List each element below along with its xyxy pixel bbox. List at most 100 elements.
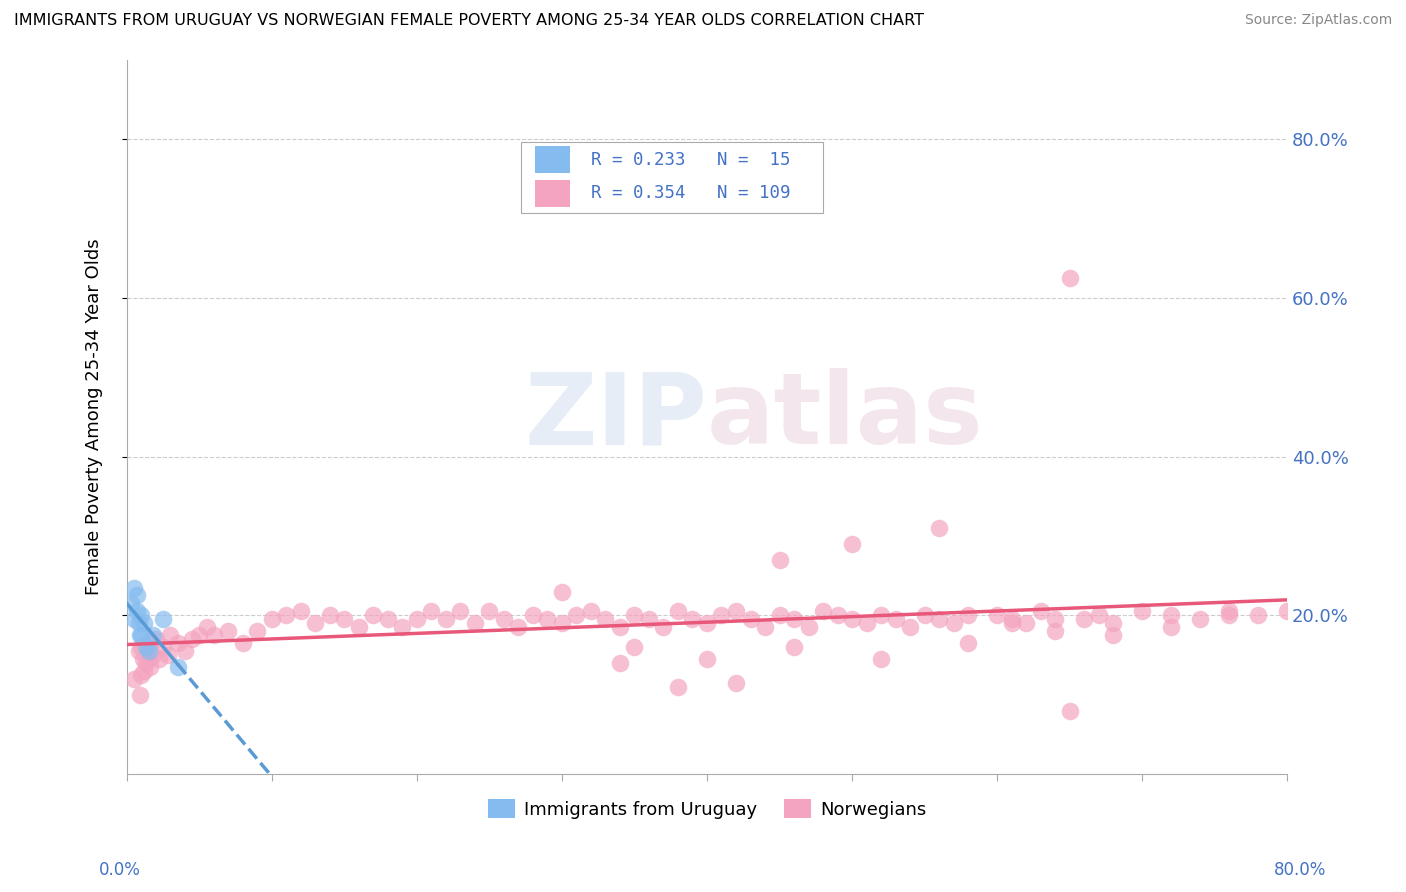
Point: [595, 612, 617, 626]
Point: [768, 608, 790, 623]
Point: [740, 612, 762, 626]
Point: [290, 604, 312, 618]
Point: [623, 608, 645, 623]
Point: [1305, 612, 1327, 626]
Point: [1073, 612, 1095, 626]
Point: [1275, 604, 1298, 618]
Point: [246, 624, 269, 639]
Point: [841, 612, 863, 626]
Point: [957, 636, 980, 650]
Point: [957, 608, 980, 623]
Point: [166, 660, 188, 674]
Point: [1000, 612, 1022, 626]
Point: [986, 608, 1008, 623]
Text: R = 0.354   N = 109: R = 0.354 N = 109: [591, 185, 790, 202]
Point: [122, 672, 145, 686]
Point: [855, 616, 877, 631]
Point: [1218, 608, 1240, 623]
Point: [129, 628, 152, 642]
Point: [134, 664, 156, 678]
Point: [638, 612, 661, 626]
Point: [363, 608, 385, 623]
Point: [128, 644, 150, 658]
Text: ZIP: ZIP: [524, 368, 707, 466]
Point: [333, 612, 356, 626]
Point: [217, 624, 239, 639]
Point: [797, 620, 820, 634]
Point: [827, 608, 849, 623]
Point: [142, 648, 165, 662]
Point: [783, 612, 806, 626]
Point: [623, 640, 645, 654]
Point: [1102, 628, 1125, 642]
Point: [1000, 616, 1022, 631]
Point: [131, 668, 153, 682]
Point: [492, 612, 515, 626]
Point: [942, 616, 965, 631]
Point: [122, 581, 145, 595]
Point: [276, 608, 298, 623]
Point: [565, 608, 588, 623]
Point: [1087, 608, 1109, 623]
Point: [870, 608, 893, 623]
Point: [260, 612, 283, 626]
Point: [128, 616, 150, 631]
Point: [174, 644, 197, 658]
Point: [1043, 624, 1066, 639]
Point: [449, 604, 471, 618]
Point: [142, 628, 165, 642]
Point: [609, 656, 631, 670]
Point: [420, 604, 443, 618]
Point: [139, 660, 162, 674]
Point: [870, 652, 893, 666]
Bar: [536, 179, 569, 207]
Point: [131, 608, 153, 623]
Point: [1029, 604, 1052, 618]
Point: [145, 632, 167, 647]
Point: [1015, 616, 1038, 631]
Point: [159, 628, 181, 642]
Point: [131, 628, 153, 642]
Point: [928, 612, 950, 626]
Legend: Immigrants from Uruguay, Norwegians: Immigrants from Uruguay, Norwegians: [481, 792, 934, 826]
Point: [609, 620, 631, 634]
Point: [666, 680, 689, 694]
Point: [579, 604, 602, 618]
Point: [696, 652, 718, 666]
Point: [156, 648, 179, 662]
Point: [152, 612, 174, 626]
Text: 0.0%: 0.0%: [98, 861, 141, 879]
Point: [148, 652, 170, 666]
Point: [1043, 612, 1066, 626]
Point: [129, 688, 152, 702]
Point: [132, 652, 155, 666]
Point: [377, 612, 399, 626]
Point: [682, 612, 704, 626]
Point: [125, 589, 148, 603]
Point: [724, 604, 747, 618]
Point: [811, 604, 834, 618]
Text: Source: ZipAtlas.com: Source: ZipAtlas.com: [1244, 13, 1392, 28]
Point: [131, 640, 153, 654]
Point: [1102, 616, 1125, 631]
Point: [152, 640, 174, 654]
Point: [138, 636, 160, 650]
Point: [1130, 604, 1153, 618]
Point: [406, 612, 429, 626]
Point: [464, 616, 486, 631]
Point: [522, 608, 544, 623]
Point: [319, 608, 342, 623]
Point: [1189, 612, 1212, 626]
Point: [783, 640, 806, 654]
Point: [125, 604, 148, 618]
Text: 80.0%: 80.0%: [1274, 861, 1327, 879]
Point: [508, 620, 530, 634]
Point: [898, 620, 921, 634]
Point: [1160, 608, 1182, 623]
Point: [304, 616, 326, 631]
Point: [434, 612, 457, 626]
Point: [134, 616, 156, 631]
Point: [181, 632, 204, 647]
Text: R = 0.233   N =  15: R = 0.233 N = 15: [591, 151, 790, 169]
Point: [1218, 604, 1240, 618]
